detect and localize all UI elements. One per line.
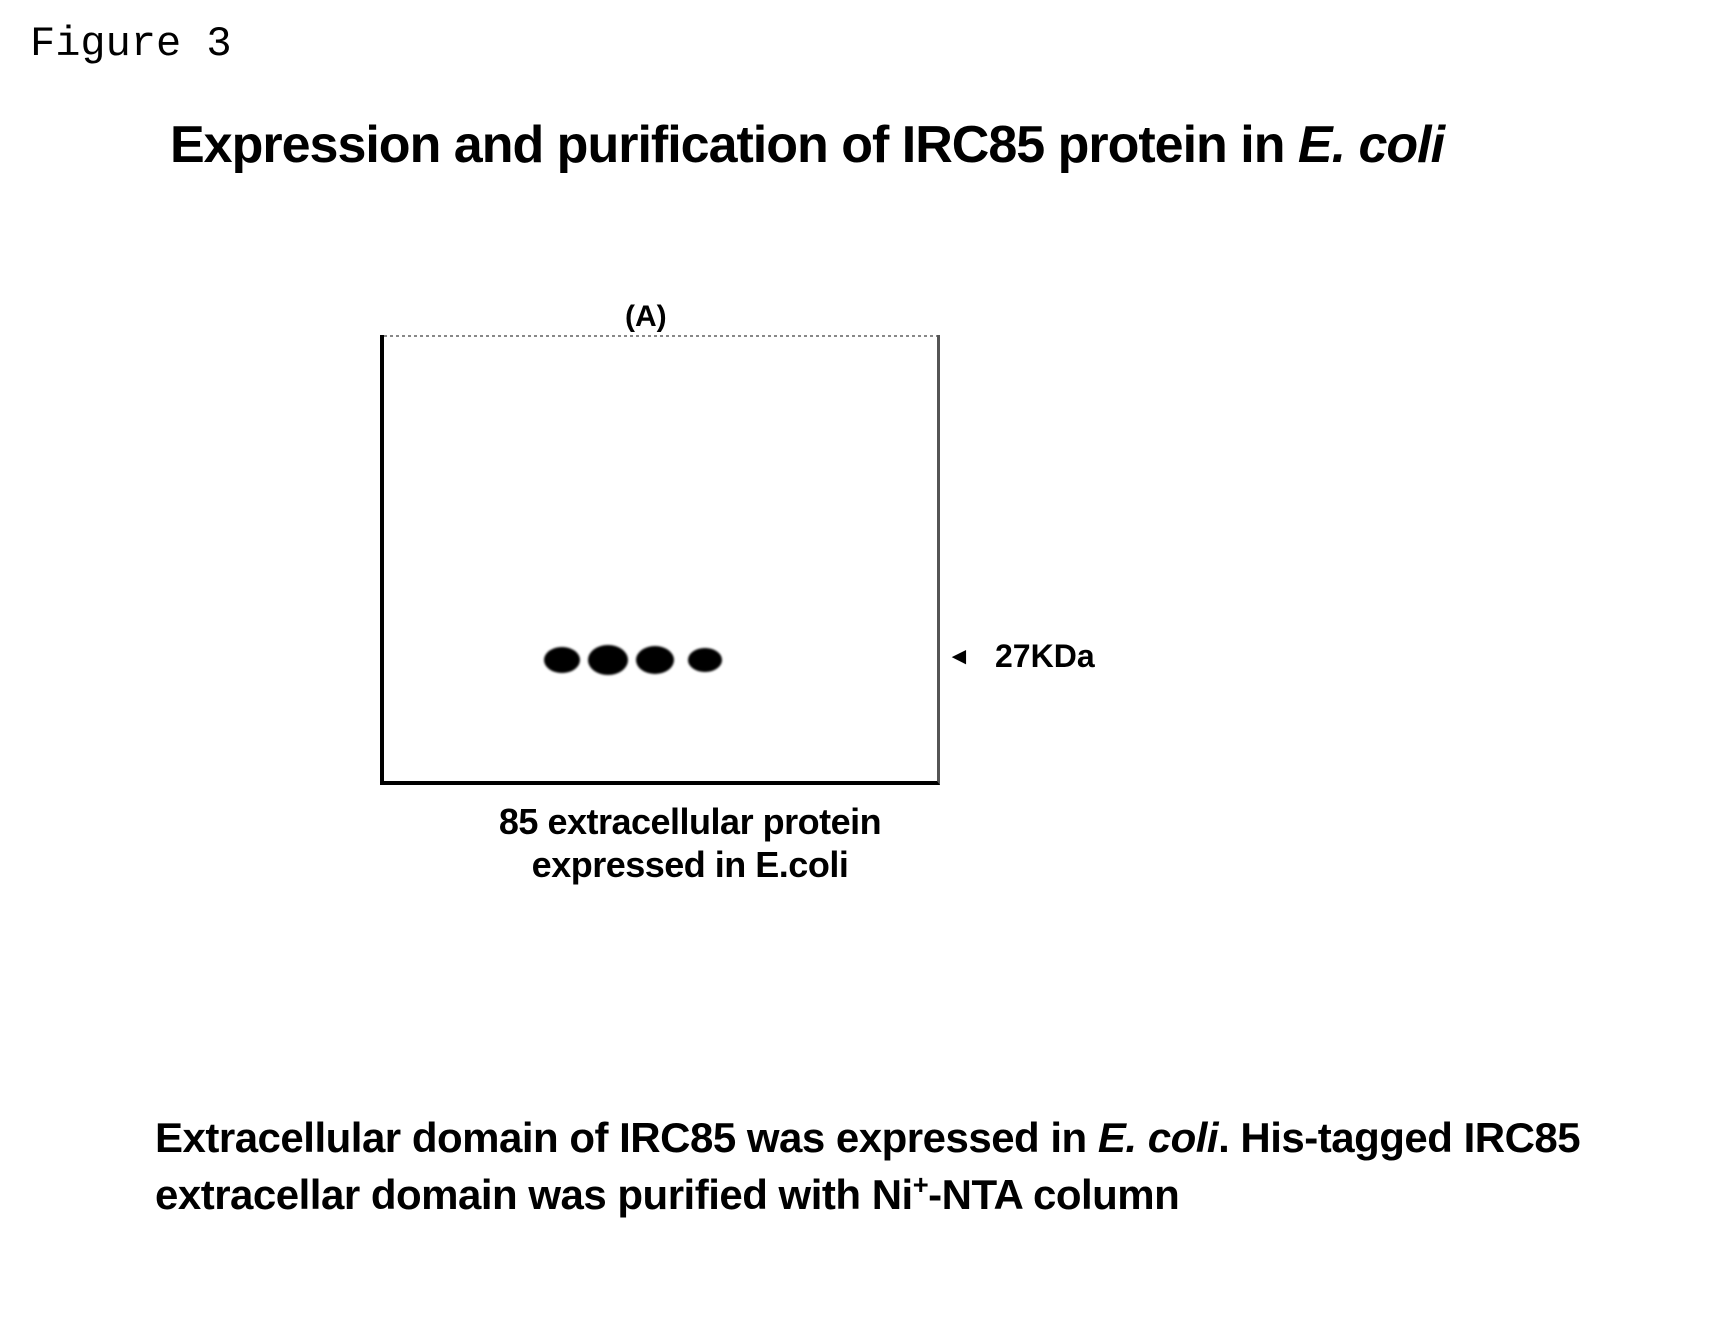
gel-band	[688, 648, 722, 672]
panel-label-a: (A)	[625, 300, 667, 334]
gel-caption-line2: expressed in E.coli	[532, 844, 849, 885]
marker-weight-label: 27KDa	[995, 638, 1095, 675]
desc-superscript: +	[913, 1169, 928, 1200]
figure-description: Extracellular domain of IRC85 was expres…	[155, 1110, 1635, 1223]
gel-caption-line1: 85 extracellular protein	[499, 801, 881, 842]
title-italic: E. coli	[1298, 116, 1444, 174]
title-text: Expression and purification of IRC85 pro…	[170, 116, 1298, 174]
gel-band	[544, 647, 580, 673]
desc-part3: -NTA column	[928, 1171, 1179, 1218]
gel-caption: 85 extracellular protein expressed in E.…	[440, 800, 940, 886]
gel-box	[380, 335, 940, 785]
gel-bands	[544, 645, 722, 675]
gel-band	[588, 645, 628, 675]
figure-title: Expression and purification of IRC85 pro…	[170, 115, 1444, 175]
gel-panel: (A) ◄ 27KDa	[380, 310, 940, 785]
gel-band	[636, 646, 674, 674]
desc-italic1: E. coli	[1098, 1114, 1218, 1161]
desc-part1: Extracellular domain of IRC85 was expres…	[155, 1114, 1098, 1161]
figure-label: Figure 3	[30, 20, 232, 68]
marker-arrow-icon: ◄	[947, 643, 971, 671]
